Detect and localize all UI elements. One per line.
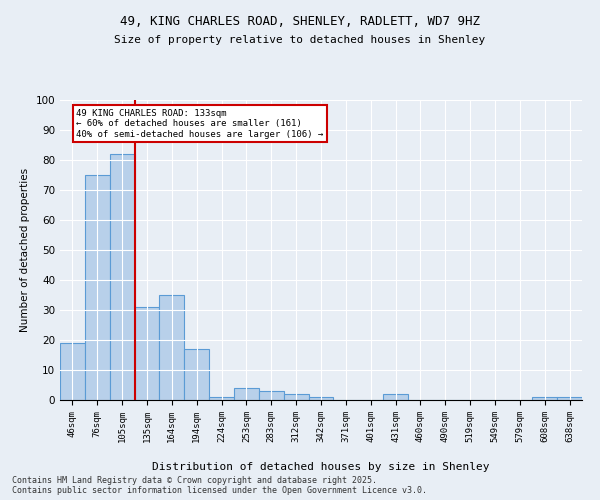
Bar: [532, 397, 557, 400]
Bar: [557, 397, 582, 400]
Bar: [85, 175, 110, 400]
Bar: [60, 343, 85, 400]
Bar: [284, 394, 308, 400]
Bar: [259, 391, 284, 400]
Bar: [110, 154, 134, 400]
Bar: [209, 397, 234, 400]
Text: Contains HM Land Registry data © Crown copyright and database right 2025.
Contai: Contains HM Land Registry data © Crown c…: [12, 476, 427, 495]
Text: Size of property relative to detached houses in Shenley: Size of property relative to detached ho…: [115, 35, 485, 45]
Y-axis label: Number of detached properties: Number of detached properties: [20, 168, 30, 332]
Text: Distribution of detached houses by size in Shenley: Distribution of detached houses by size …: [152, 462, 490, 472]
Bar: [160, 295, 184, 400]
Bar: [234, 388, 259, 400]
Bar: [184, 349, 209, 400]
Text: 49, KING CHARLES ROAD, SHENLEY, RADLETT, WD7 9HZ: 49, KING CHARLES ROAD, SHENLEY, RADLETT,…: [120, 15, 480, 28]
Bar: [383, 394, 408, 400]
Bar: [308, 397, 334, 400]
Text: 49 KING CHARLES ROAD: 133sqm
← 60% of detached houses are smaller (161)
40% of s: 49 KING CHARLES ROAD: 133sqm ← 60% of de…: [76, 109, 323, 139]
Bar: [134, 307, 160, 400]
